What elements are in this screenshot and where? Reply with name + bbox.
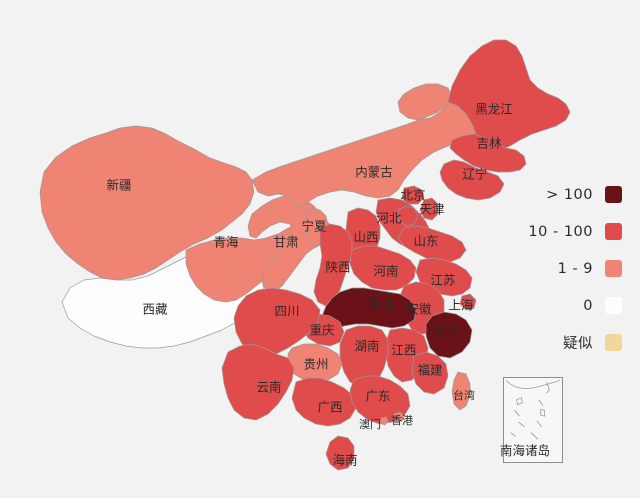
label-hainan: 海南 bbox=[332, 453, 357, 468]
label-neimenggu: 内蒙古 bbox=[355, 165, 393, 180]
label-jilin: 吉林 bbox=[476, 136, 502, 151]
province-fujian[interactable] bbox=[411, 351, 449, 395]
legend-row[interactable]: 疑似 bbox=[512, 324, 622, 361]
legend-swatch-1-9 bbox=[605, 260, 622, 277]
province-shanghai[interactable] bbox=[459, 293, 477, 311]
label-jiangsu: 江苏 bbox=[430, 273, 455, 288]
label-liaoning: 辽宁 bbox=[462, 167, 487, 182]
legend-label: 1 - 9 bbox=[557, 260, 593, 277]
province-taiwan[interactable] bbox=[451, 371, 471, 411]
province-beijing[interactable] bbox=[401, 185, 425, 205]
province-jilin[interactable] bbox=[449, 133, 527, 173]
province-sichuan[interactable] bbox=[233, 287, 321, 357]
legend-row[interactable]: > 100 bbox=[512, 176, 622, 213]
label-henan: 河南 bbox=[373, 264, 398, 279]
label-zhejiang: 浙江 bbox=[433, 324, 458, 339]
south-sea-islands-shapes bbox=[505, 379, 561, 440]
label-hebei: 河北 bbox=[376, 211, 402, 226]
province-zhejiang[interactable] bbox=[425, 311, 473, 359]
label-shandong: 山东 bbox=[413, 234, 438, 249]
province-liaoning[interactable] bbox=[439, 159, 505, 201]
legend-row[interactable]: 0 bbox=[512, 287, 622, 324]
legend-label: 疑似 bbox=[563, 336, 593, 352]
label-xizang: 西藏 bbox=[142, 302, 168, 317]
label-guangdong: 广东 bbox=[365, 389, 390, 404]
label-shanxi-jin: 山西 bbox=[353, 230, 378, 245]
province-labels: 黑龙江 吉林 辽宁 内蒙古 新疆 北京 天津 河北 宁夏 山西 山东 青海 甘肃… bbox=[106, 102, 512, 468]
label-xianggang: 香港 bbox=[391, 414, 413, 427]
province-hainan[interactable] bbox=[325, 435, 355, 471]
label-jiangxi: 江西 bbox=[391, 343, 416, 358]
province-guangxi[interactable] bbox=[291, 377, 357, 427]
legend-label: 0 bbox=[583, 297, 593, 314]
label-anhui: 安徽 bbox=[406, 302, 432, 317]
label-ningxia: 宁夏 bbox=[301, 219, 327, 234]
province-shandong[interactable] bbox=[397, 225, 467, 263]
label-qinghai: 青海 bbox=[213, 235, 239, 250]
label-hunan: 湖南 bbox=[354, 339, 379, 354]
legend-swatch-suspected bbox=[605, 334, 622, 351]
legend-label: 10 - 100 bbox=[528, 223, 593, 240]
label-chongqing: 重庆 bbox=[309, 323, 335, 338]
legend-row[interactable]: 1 - 9 bbox=[512, 250, 622, 287]
south-sea-islands-label: 南海诸岛 bbox=[500, 443, 551, 458]
legend-swatch-zero bbox=[605, 297, 622, 314]
label-beijing: 北京 bbox=[400, 188, 425, 203]
legend-row[interactable]: 10 - 100 bbox=[512, 213, 622, 250]
legend-swatch-gt100 bbox=[605, 186, 622, 203]
label-yunnan: 云南 bbox=[256, 380, 281, 395]
province-yunnan[interactable] bbox=[221, 343, 295, 421]
province-xinjiang[interactable] bbox=[39, 125, 255, 281]
label-xinjiang: 新疆 bbox=[106, 178, 131, 193]
label-sichuan: 四川 bbox=[274, 304, 299, 319]
label-shanghai: 上海 bbox=[448, 298, 474, 313]
legend-swatch-10-100 bbox=[605, 223, 622, 240]
label-fujian: 福建 bbox=[417, 363, 443, 378]
label-aomen: 澳门 bbox=[359, 417, 381, 431]
label-guizhou: 贵州 bbox=[303, 357, 328, 372]
label-shaanxi: 陕西 bbox=[325, 260, 350, 275]
province-aomen[interactable] bbox=[379, 416, 389, 426]
label-taiwan: 台湾 bbox=[453, 388, 475, 402]
label-hubei: 湖北 bbox=[368, 297, 394, 312]
south-sea-islands-inset[interactable] bbox=[503, 377, 563, 463]
label-tianjin: 天津 bbox=[419, 202, 444, 217]
province-shapes[interactable] bbox=[39, 39, 571, 471]
label-heilongjiang: 黑龙江 bbox=[475, 102, 513, 117]
label-guangxi: 广西 bbox=[317, 400, 342, 415]
province-xianggang[interactable] bbox=[393, 411, 405, 422]
label-gansu: 甘肃 bbox=[273, 235, 298, 250]
legend-label: > 100 bbox=[546, 186, 593, 203]
case-count-legend: > 100 10 - 100 1 - 9 0 疑似 bbox=[512, 176, 622, 361]
province-henan[interactable] bbox=[349, 245, 417, 291]
province-tianjin[interactable] bbox=[419, 197, 439, 221]
